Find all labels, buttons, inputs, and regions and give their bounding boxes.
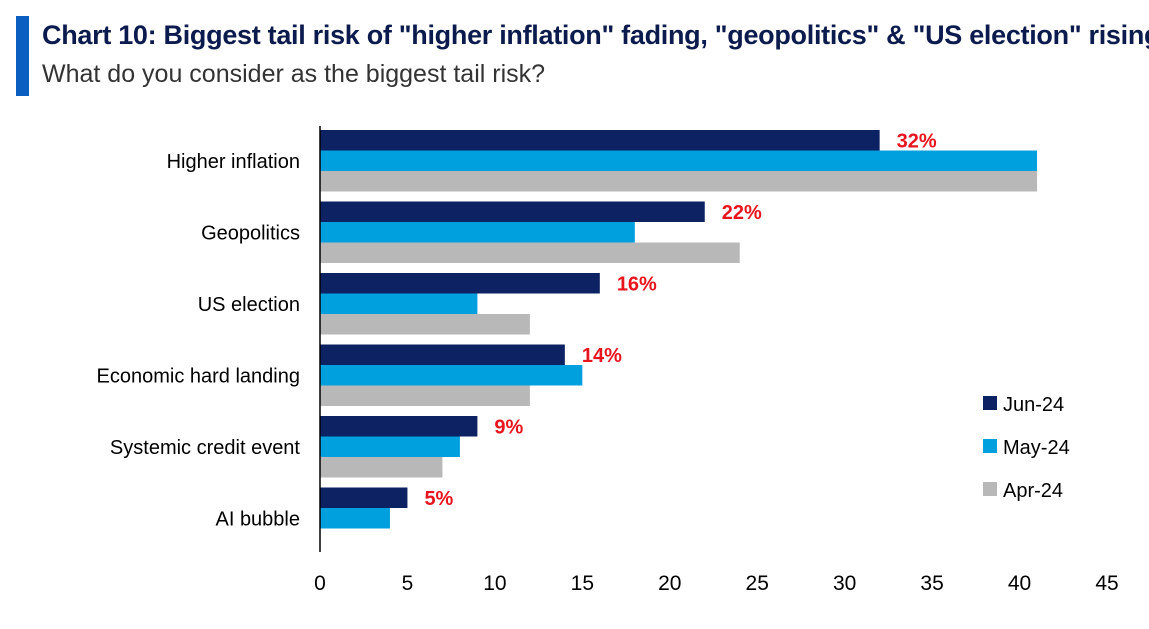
x-tick-label-5: 25 bbox=[746, 572, 769, 595]
bar-may-24-1 bbox=[320, 222, 635, 243]
x-tick-label-3: 15 bbox=[571, 572, 594, 595]
legend-swatch-apr-24 bbox=[983, 482, 997, 496]
x-tick-label-2: 10 bbox=[483, 572, 506, 595]
x-tick-label-0: 0 bbox=[314, 572, 326, 595]
data-label-0: 32% bbox=[897, 130, 937, 152]
bar-jun-24-0 bbox=[320, 130, 880, 151]
data-label-3: 14% bbox=[582, 345, 622, 367]
category-label-4: Systemic credit event bbox=[110, 437, 301, 459]
bar-jun-24-4 bbox=[320, 416, 478, 437]
bar-jun-24-2 bbox=[320, 273, 600, 294]
data-label-2: 16% bbox=[617, 273, 657, 295]
category-label-5: AI bubble bbox=[215, 508, 300, 530]
x-tick-label-4: 20 bbox=[658, 572, 681, 595]
bar-may-24-5 bbox=[320, 508, 390, 529]
data-label-5: 5% bbox=[424, 488, 453, 510]
bar-may-24-3 bbox=[320, 365, 583, 386]
data-label-4: 9% bbox=[494, 416, 523, 438]
legend-swatch-may-24 bbox=[983, 439, 997, 453]
legend-label-apr-24: Apr-24 bbox=[1003, 480, 1063, 502]
bar-may-24-2 bbox=[320, 293, 478, 314]
category-label-1: Geopolitics bbox=[201, 222, 300, 244]
category-label-3: Economic hard landing bbox=[97, 365, 300, 387]
data-label-1: 22% bbox=[722, 202, 762, 224]
x-tick-label-8: 40 bbox=[1008, 572, 1031, 595]
bar-may-24-4 bbox=[320, 436, 460, 457]
bar-apr-24-3 bbox=[320, 385, 530, 406]
x-tick-label-7: 35 bbox=[920, 572, 943, 595]
bar-jun-24-3 bbox=[320, 344, 565, 365]
category-label-0: Higher inflation bbox=[167, 151, 300, 173]
category-label-2: US election bbox=[198, 294, 300, 316]
title-accent-bar bbox=[16, 16, 29, 96]
bar-jun-24-1 bbox=[320, 201, 705, 222]
bar-may-24-0 bbox=[320, 150, 1038, 171]
bar-jun-24-5 bbox=[320, 487, 408, 508]
legend-swatch-jun-24 bbox=[983, 396, 997, 410]
bar-apr-24-2 bbox=[320, 314, 530, 335]
chart-subtitle: What do you consider as the biggest tail… bbox=[42, 60, 546, 88]
legend-label-may-24: May-24 bbox=[1003, 437, 1070, 459]
legend-label-jun-24: Jun-24 bbox=[1003, 394, 1064, 416]
bar-apr-24-1 bbox=[320, 242, 740, 263]
x-tick-label-1: 5 bbox=[402, 572, 414, 595]
bar-apr-24-4 bbox=[320, 457, 443, 478]
x-tick-label-9: 45 bbox=[1095, 572, 1118, 595]
bar-apr-24-0 bbox=[320, 171, 1038, 192]
chart-title: Chart 10: Biggest tail risk of "higher i… bbox=[42, 20, 1149, 50]
x-tick-label-6: 30 bbox=[833, 572, 856, 595]
